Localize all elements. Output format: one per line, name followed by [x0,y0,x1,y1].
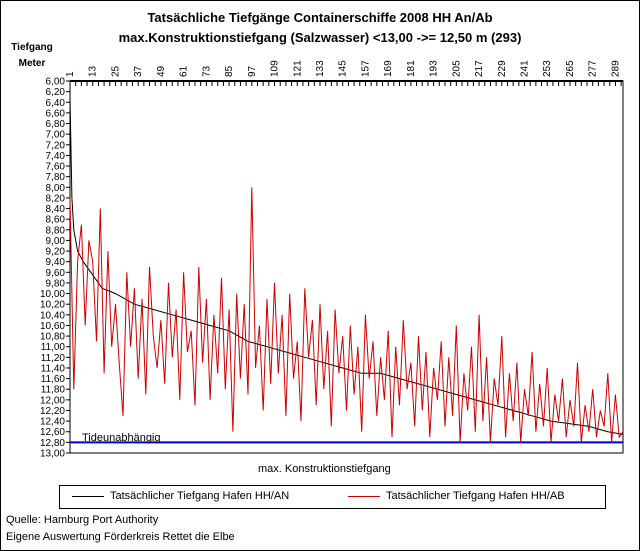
x-tick-label: 97 [247,65,258,77]
series-line-an [69,96,624,435]
y-tick-label: 11,00 [41,342,66,353]
y-tick-label: 8,20 [46,193,66,204]
y-tick-label: 6,00 [46,77,66,88]
y-axis-label-line2: Meter [18,58,46,69]
legend-label-an: Tatsächlicher Tiefgang Hafen HH/AN [110,490,290,502]
legend-swatch-ab [348,495,380,497]
y-tick-label: 10,00 [40,289,65,300]
y-tick-label: 6,20 [46,87,66,98]
y-tick-label: 7,20 [46,140,66,151]
x-tick-label: 121 [292,60,303,77]
y-tick-label: 7,80 [46,172,66,183]
x-tick-label: 25 [110,65,121,77]
x-tick-label: 145 [338,60,349,77]
chart-title: Tatsächliche Tiefgänge Containerschiffe … [147,10,493,25]
y-tick-label: 8,60 [46,215,66,226]
x-tick-label: 37 [133,65,144,77]
x-tick-label: 229 [497,60,508,77]
y-tick-label: 8,00 [46,183,66,194]
y-tick-label: 8,80 [46,225,66,236]
y-tick-label: 12,80 [40,438,65,449]
chart-subtitle: max.Konstruktionstiefgang (Salzwasser) <… [118,30,522,45]
x-tick-label: 181 [406,60,417,77]
footer-note: Eigene Auswertung Förderkreis Rettet die… [6,531,235,543]
y-tick-label: 6,60 [46,108,66,119]
y-tick-label: 12,60 [40,427,65,438]
y-tick-label: 7,60 [46,162,66,173]
y-tick-label: 9,20 [46,247,66,258]
x-tick-label: 13 [88,65,99,77]
y-tick-label: 9,80 [46,278,66,289]
legend-item-ab: Tatsächlicher Tiefgang Hafen HH/AB [348,490,565,502]
x-tick-label: 157 [360,60,371,77]
x-tick-label: 265 [565,60,576,77]
x-tick-label: 133 [315,60,326,77]
y-tick-label: 9,00 [46,236,66,247]
axes: 6,006,206,406,606,807,007,207,407,607,80… [40,60,624,460]
y-tick-label: 11,20 [41,353,66,364]
y-tick-label: 7,00 [46,130,66,141]
footer-source: Quelle: Hamburg Port Authority [6,514,159,526]
y-tick-label: 9,60 [46,268,66,279]
x-tick-label: 109 [270,60,281,77]
legend-item-an: Tatsächlicher Tiefgang Hafen HH/AN [72,490,289,502]
series-layer [69,96,624,444]
x-tick-label: 217 [474,60,485,77]
max-draft-annotation: max. Konstruktionstiefgang [258,463,391,475]
x-tick-label: 85 [224,65,235,77]
y-tick-label: 10,60 [40,321,65,332]
plot-area [69,80,624,454]
y-tick-label: 7,40 [46,151,66,162]
x-tick-label: 253 [542,60,553,77]
y-tick-label: 8,40 [46,204,66,215]
y-tick-label: 6,40 [46,98,66,109]
x-tick-label: 73 [201,65,212,77]
x-tick-label: 205 [451,60,462,77]
y-tick-label: 10,80 [40,332,65,343]
x-tick-label: 61 [179,65,190,77]
y-tick-label: 11,40 [41,363,66,374]
x-tick-label: 241 [520,60,531,77]
x-tick-label: 277 [588,60,599,77]
tide-annotation: Tideunabhängig [82,432,161,444]
y-tick-label: 6,80 [46,119,66,130]
y-tick-label: 9,40 [46,257,66,268]
x-tick-label: 49 [156,65,167,77]
y-tick-label: 10,20 [40,300,65,311]
y-tick-label: 13,00 [40,449,65,460]
y-tick-label: 12,40 [40,417,65,428]
legend: Tatsächlicher Tiefgang Hafen HH/AN Tatsä… [59,485,606,509]
y-tick-label: 11,60 [41,374,66,385]
y-tick-label: 11,80 [41,385,66,396]
x-tick-label: 169 [383,60,394,77]
x-tick-label: 289 [610,60,621,77]
y-tick-label: 12,00 [40,395,65,406]
y-tick-label: 10,40 [40,310,65,321]
series-line-ab [69,187,624,443]
legend-label-ab: Tatsächlicher Tiefgang Hafen HH/AB [386,490,565,502]
y-axis-label-line1: Tiefgang [11,42,53,53]
y-tick-label: 12,20 [40,406,65,417]
x-tick-label: 193 [429,60,440,77]
legend-swatch-an [72,495,104,497]
x-tick-label: 1 [65,71,76,77]
